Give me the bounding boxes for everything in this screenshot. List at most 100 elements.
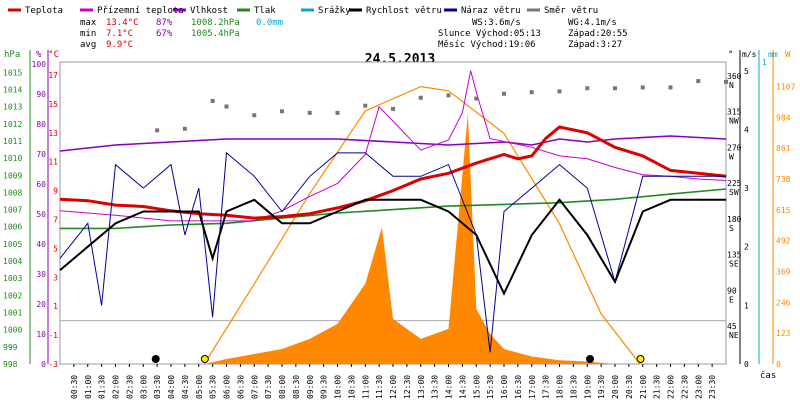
c-tick: 11 — [48, 158, 58, 167]
w-tick: 615 — [776, 206, 791, 215]
time-tick: 06:30 — [236, 375, 245, 399]
pct-tick: 30 — [36, 270, 46, 279]
pct-tick: 80 — [36, 120, 46, 129]
hpa-tick: 1013 — [3, 103, 22, 112]
pct-unit: % — [36, 50, 42, 60]
time-tick: 01:30 — [98, 375, 107, 399]
info-block: WS:3.6m/s WG:4.1m/s Slunce Východ:05:13 … — [438, 18, 628, 50]
stats-max-temp: 13.4°C — [106, 18, 139, 28]
legend-item: Náraz větru — [444, 6, 521, 16]
time-tick: 21:00 — [639, 375, 648, 399]
hpa-tick: 1015 — [3, 68, 22, 77]
time-tick: 15:00 — [472, 375, 481, 399]
time-tick: 14:00 — [445, 375, 454, 399]
time-tick: 00:30 — [70, 375, 79, 399]
deg-tick: 360 — [727, 72, 742, 81]
wind-direction-point — [391, 106, 395, 111]
wind-direction-point — [557, 89, 562, 94]
hpa-tick: 998 — [3, 360, 18, 369]
hpa-tick: 999 — [3, 343, 18, 352]
legend-item: Vlhkost — [173, 6, 228, 16]
time-tick: 12:00 — [389, 375, 398, 399]
wind-direction-point — [613, 86, 617, 91]
stats-max-rain: 0.0mm — [256, 18, 283, 28]
time-tick: 04:00 — [167, 375, 176, 399]
legend-item: Teplota — [8, 6, 63, 16]
dir-tick: E — [729, 295, 734, 304]
w-tick: 123 — [776, 329, 791, 338]
wind-direction-point — [252, 113, 257, 118]
wind-direction-point — [418, 95, 423, 100]
time-tick: 20:30 — [625, 375, 634, 399]
hpa-tick: 1012 — [3, 120, 22, 129]
moonset-marker — [151, 355, 160, 363]
time-tick: 17:00 — [528, 375, 537, 399]
wind-direction-point — [502, 91, 506, 96]
legend-label: Směr větru — [544, 6, 598, 16]
legend-label: Tlak — [254, 6, 276, 16]
deg-tick: 225 — [727, 179, 742, 188]
legend-label: Teplota — [25, 6, 63, 16]
time-tick: 10:30 — [347, 375, 356, 399]
plot-area — [59, 61, 728, 365]
c-tick: 1 — [53, 302, 58, 311]
hpa-tick: 1014 — [3, 85, 22, 94]
hpa-tick: 1009 — [3, 171, 22, 180]
wind-speed-line — [59, 198, 726, 296]
time-unit: čas — [760, 370, 776, 381]
c-tick: 5 — [53, 244, 58, 253]
ms-tick: 5 — [744, 67, 749, 76]
legend-label: Náraz větru — [461, 6, 521, 16]
wind-direction-point — [280, 109, 284, 114]
stats-max-press: 1008.2hPa — [191, 18, 240, 28]
hpa-tick: 1011 — [3, 137, 22, 146]
stats-avg-label: avg — [80, 40, 96, 50]
info-ws: WS:3.6m/s — [472, 18, 521, 28]
time-tick: 07:30 — [264, 375, 273, 399]
c-tick: 17 — [48, 71, 58, 80]
dir-tick: SW — [729, 188, 739, 197]
deg-tick: 315 — [727, 108, 742, 117]
legend-item: Srážky — [301, 6, 351, 16]
wind-direction-point — [696, 79, 701, 84]
wind-direction-point — [585, 86, 590, 91]
pct-tick: 40 — [36, 240, 46, 249]
deg-tick: 135 — [727, 251, 742, 260]
ms-tick: 0 — [744, 360, 749, 369]
ms-unit: m/s — [742, 50, 757, 59]
time-tick: 17:30 — [542, 375, 551, 399]
legend-item: Tlak — [237, 6, 276, 16]
ms-tick: 1 — [744, 301, 749, 310]
stats-max-label: max — [80, 18, 97, 28]
info-moon: Měsíc Východ:19:06 — [438, 40, 536, 50]
time-tick: 02:00 — [112, 375, 121, 399]
time-tick: 19:00 — [583, 375, 592, 399]
info-sun: Slunce Východ:05:13 — [438, 29, 541, 39]
time-tick: 07:00 — [250, 375, 259, 399]
time-tick: 09:30 — [320, 375, 329, 399]
wind-direction-point — [529, 90, 534, 95]
time-tick: 03:30 — [153, 375, 162, 399]
hpa-tick: 1001 — [3, 309, 22, 318]
wind-direction-point — [155, 128, 160, 133]
w-tick: 492 — [776, 237, 791, 246]
time-tick: 13:30 — [431, 375, 440, 399]
w-tick: 984 — [776, 113, 791, 122]
legend-item: Směr větru — [527, 6, 598, 16]
time-tick: 21:30 — [653, 375, 662, 399]
c-tick: 15 — [48, 100, 58, 109]
c-tick: 7 — [53, 216, 58, 225]
time-tick: 19:30 — [597, 375, 606, 399]
stats-min-temp: 7.1°C — [106, 29, 133, 39]
dir-tick: SE — [729, 260, 739, 269]
stats-block: max 13.4°C 87% 1008.2hPa 0.0mm min 7.1°C… — [80, 18, 283, 50]
time-tick: 23:00 — [694, 375, 703, 399]
dir-tick: W — [729, 152, 734, 161]
deg-tick: 45 — [727, 322, 737, 331]
plot-frame — [59, 61, 727, 365]
c-tick: -3 — [48, 360, 58, 369]
time-tick: 14:30 — [458, 375, 467, 399]
ms-tick: 4 — [744, 125, 749, 134]
time-tick: 11:00 — [361, 375, 370, 399]
